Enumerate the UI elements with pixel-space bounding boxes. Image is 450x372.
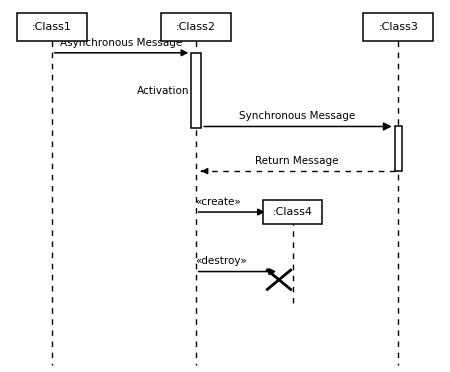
Bar <box>263 200 322 224</box>
Bar <box>395 126 402 171</box>
Text: Asynchronous Message: Asynchronous Message <box>60 38 183 48</box>
Text: Return Message: Return Message <box>255 156 339 166</box>
Text: :Class1: :Class1 <box>32 22 72 32</box>
Bar <box>161 13 230 41</box>
Bar <box>17 13 86 41</box>
Text: «create»: «create» <box>196 197 242 207</box>
Text: Activation: Activation <box>136 86 189 96</box>
Text: :Class4: :Class4 <box>273 207 312 217</box>
Text: :Class2: :Class2 <box>176 22 216 32</box>
Bar <box>191 53 201 128</box>
Text: «destroy»: «destroy» <box>196 256 248 266</box>
Text: Synchronous Message: Synchronous Message <box>239 111 355 121</box>
Text: :Class3: :Class3 <box>378 22 418 32</box>
Bar <box>364 13 433 41</box>
